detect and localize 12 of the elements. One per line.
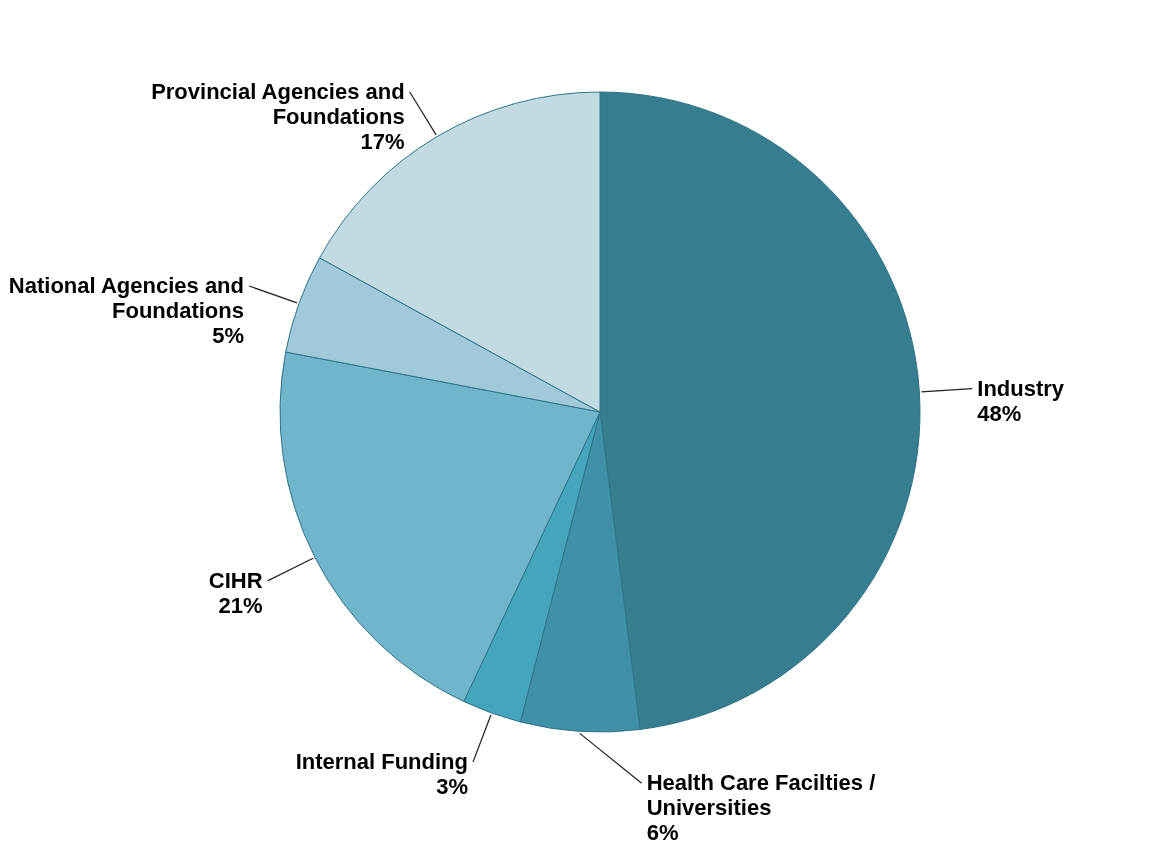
data-label: 21% [218, 592, 263, 618]
slice-label: Provincial Agencies and Foundations [151, 78, 405, 129]
slice-label: CIHR [208, 567, 263, 593]
data-label: 3% [436, 774, 468, 800]
data-label: 6% [646, 820, 679, 844]
slice-label: Internal Funding [295, 749, 468, 775]
data-label: 5% [212, 322, 244, 348]
data-label: 48% [977, 400, 1022, 426]
slice-label: Industry [977, 375, 1065, 401]
slice-label: National Agencies and Foundations [8, 272, 244, 323]
slice-label: Health Care Facilties / Universities [646, 770, 876, 821]
data-label: 17% [360, 128, 405, 154]
